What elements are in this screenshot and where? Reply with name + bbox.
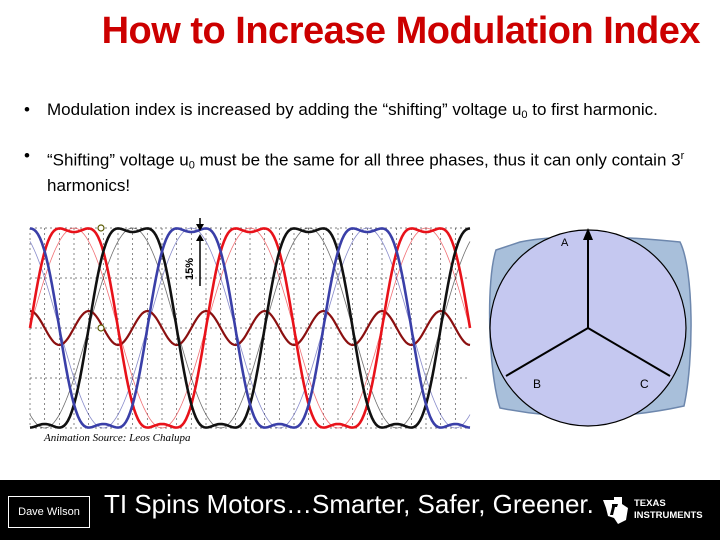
percent-marker: 15%	[184, 218, 204, 286]
bullet-text: “Shifting” voltage u0 must be the same f…	[47, 150, 685, 195]
phase-c-wave-fundamental	[29, 227, 471, 429]
ti-logo-icon	[603, 497, 628, 524]
phasor-label-a: A	[561, 237, 569, 249]
ti-logo: TEXAS INSTRUMENTS	[600, 490, 712, 530]
slide-title: How to Increase Modulation Index	[101, 10, 701, 52]
phasor-diagram: A B C	[488, 228, 692, 427]
footer-bar: Dave Wilson TI Spins Motors…Smarter, Saf…	[0, 480, 720, 540]
sample-marker	[97, 324, 105, 332]
footer-slogan: TI Spins Motors…Smarter, Safer, Greener.	[104, 489, 594, 519]
author-name: Dave Wilson	[8, 496, 90, 528]
percent-label: 15%	[184, 258, 196, 280]
phasor-label-c: C	[640, 377, 649, 391]
modulation-figure: 15% A B C	[28, 218, 692, 429]
bullet-marker: •	[24, 100, 30, 119]
waveforms	[28, 224, 472, 429]
sample-marker	[97, 224, 105, 232]
bullet-text: Modulation index is increased by adding …	[47, 100, 658, 121]
animation-caption: Animation Source: Leos Chalupa	[44, 432, 191, 444]
phasor-label-b: B	[533, 377, 541, 391]
ti-logo-text: TEXAS INSTRUMENTS	[634, 498, 703, 521]
bullet-marker: •	[24, 146, 30, 165]
phase-c-wave	[29, 227, 471, 429]
